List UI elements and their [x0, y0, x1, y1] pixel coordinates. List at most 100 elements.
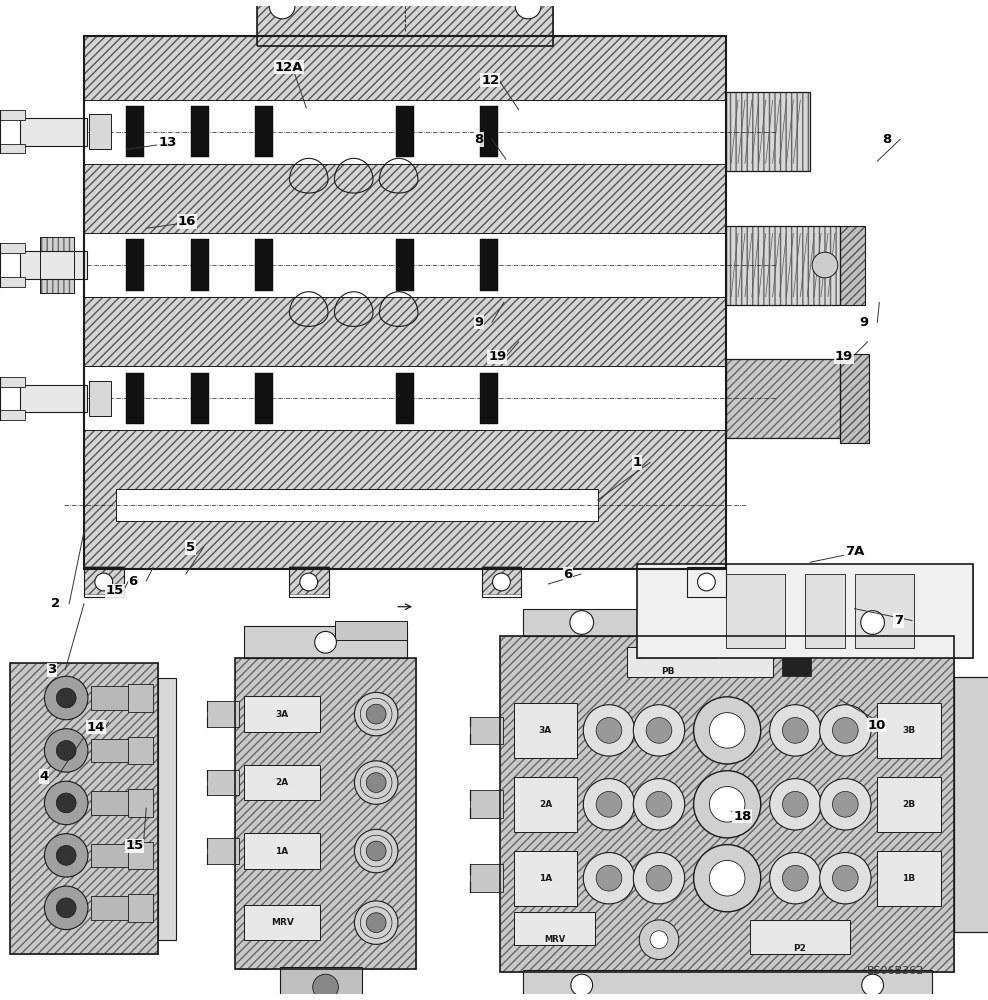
- Bar: [288, 566, 328, 594]
- Circle shape: [770, 705, 821, 756]
- Text: 6: 6: [128, 575, 137, 588]
- Bar: [244, 696, 320, 732]
- Bar: [10, 663, 158, 954]
- Bar: [255, 373, 273, 424]
- Text: 8: 8: [474, 133, 483, 146]
- Circle shape: [570, 611, 594, 634]
- Bar: [0, 144, 25, 153]
- Circle shape: [596, 791, 621, 817]
- Circle shape: [861, 611, 884, 634]
- Circle shape: [694, 697, 761, 764]
- Bar: [482, 566, 522, 594]
- Bar: [126, 239, 144, 291]
- Bar: [117, 489, 598, 521]
- Bar: [84, 36, 726, 569]
- Bar: [470, 864, 503, 892]
- Circle shape: [367, 704, 386, 724]
- Circle shape: [367, 913, 386, 932]
- Bar: [84, 566, 124, 594]
- Bar: [840, 354, 869, 443]
- Circle shape: [782, 718, 808, 743]
- Circle shape: [694, 845, 761, 912]
- Circle shape: [639, 920, 679, 959]
- Bar: [281, 967, 362, 1000]
- Text: 1B: 1B: [902, 874, 916, 883]
- Text: 13: 13: [158, 136, 177, 149]
- Bar: [500, 636, 954, 972]
- Bar: [840, 354, 869, 443]
- Circle shape: [355, 829, 398, 873]
- Bar: [964, 687, 988, 922]
- Bar: [396, 239, 414, 291]
- Bar: [288, 567, 328, 597]
- Bar: [91, 739, 143, 762]
- Circle shape: [367, 773, 386, 792]
- Text: 8: 8: [882, 133, 891, 146]
- Circle shape: [698, 573, 715, 591]
- Text: 2B: 2B: [902, 800, 916, 809]
- Circle shape: [367, 841, 386, 861]
- Circle shape: [515, 0, 541, 19]
- Bar: [954, 677, 988, 932]
- Bar: [235, 658, 416, 969]
- Text: 19: 19: [835, 350, 853, 363]
- Circle shape: [646, 718, 672, 743]
- Bar: [244, 765, 320, 800]
- Bar: [514, 703, 577, 758]
- Text: P2: P2: [793, 944, 806, 953]
- Bar: [637, 564, 716, 658]
- Circle shape: [782, 791, 808, 817]
- Text: PB: PB: [661, 667, 675, 676]
- Bar: [470, 790, 503, 818]
- Bar: [470, 717, 503, 744]
- Bar: [89, 381, 111, 416]
- Circle shape: [44, 781, 88, 825]
- Text: MRV: MRV: [271, 918, 293, 927]
- Bar: [20, 385, 87, 412]
- Circle shape: [583, 779, 634, 830]
- Text: 3B: 3B: [902, 726, 916, 735]
- Circle shape: [56, 741, 76, 760]
- Circle shape: [56, 688, 76, 708]
- Circle shape: [583, 705, 634, 756]
- Bar: [726, 574, 785, 648]
- Text: 7: 7: [894, 614, 903, 627]
- Text: 2A: 2A: [538, 800, 552, 809]
- Text: 14: 14: [87, 721, 106, 734]
- Bar: [207, 701, 239, 727]
- Circle shape: [312, 974, 338, 1000]
- Circle shape: [650, 931, 668, 949]
- Bar: [84, 233, 726, 297]
- Text: 3A: 3A: [538, 726, 552, 735]
- Text: 16: 16: [178, 215, 197, 228]
- Bar: [514, 912, 596, 945]
- Bar: [255, 106, 273, 157]
- Text: 19: 19: [488, 350, 506, 363]
- Text: BS06B362: BS06B362: [866, 966, 924, 976]
- Circle shape: [44, 886, 88, 930]
- Circle shape: [269, 0, 294, 19]
- Bar: [0, 377, 25, 387]
- Circle shape: [571, 974, 593, 996]
- Text: 15: 15: [125, 839, 143, 852]
- Text: 12: 12: [481, 74, 499, 87]
- Bar: [726, 359, 840, 438]
- Bar: [191, 239, 208, 291]
- Text: 9: 9: [474, 316, 483, 329]
- Circle shape: [862, 974, 883, 996]
- Bar: [84, 567, 124, 597]
- Bar: [40, 237, 74, 293]
- Circle shape: [56, 793, 76, 813]
- Bar: [840, 226, 864, 305]
- Bar: [687, 566, 726, 594]
- Bar: [726, 226, 840, 305]
- Bar: [514, 851, 577, 906]
- Text: 3: 3: [47, 663, 56, 676]
- Circle shape: [300, 573, 318, 591]
- Bar: [726, 92, 810, 171]
- Circle shape: [820, 853, 871, 904]
- Bar: [877, 851, 941, 906]
- Bar: [91, 791, 143, 815]
- Circle shape: [44, 729, 88, 772]
- Text: MRV: MRV: [543, 935, 565, 944]
